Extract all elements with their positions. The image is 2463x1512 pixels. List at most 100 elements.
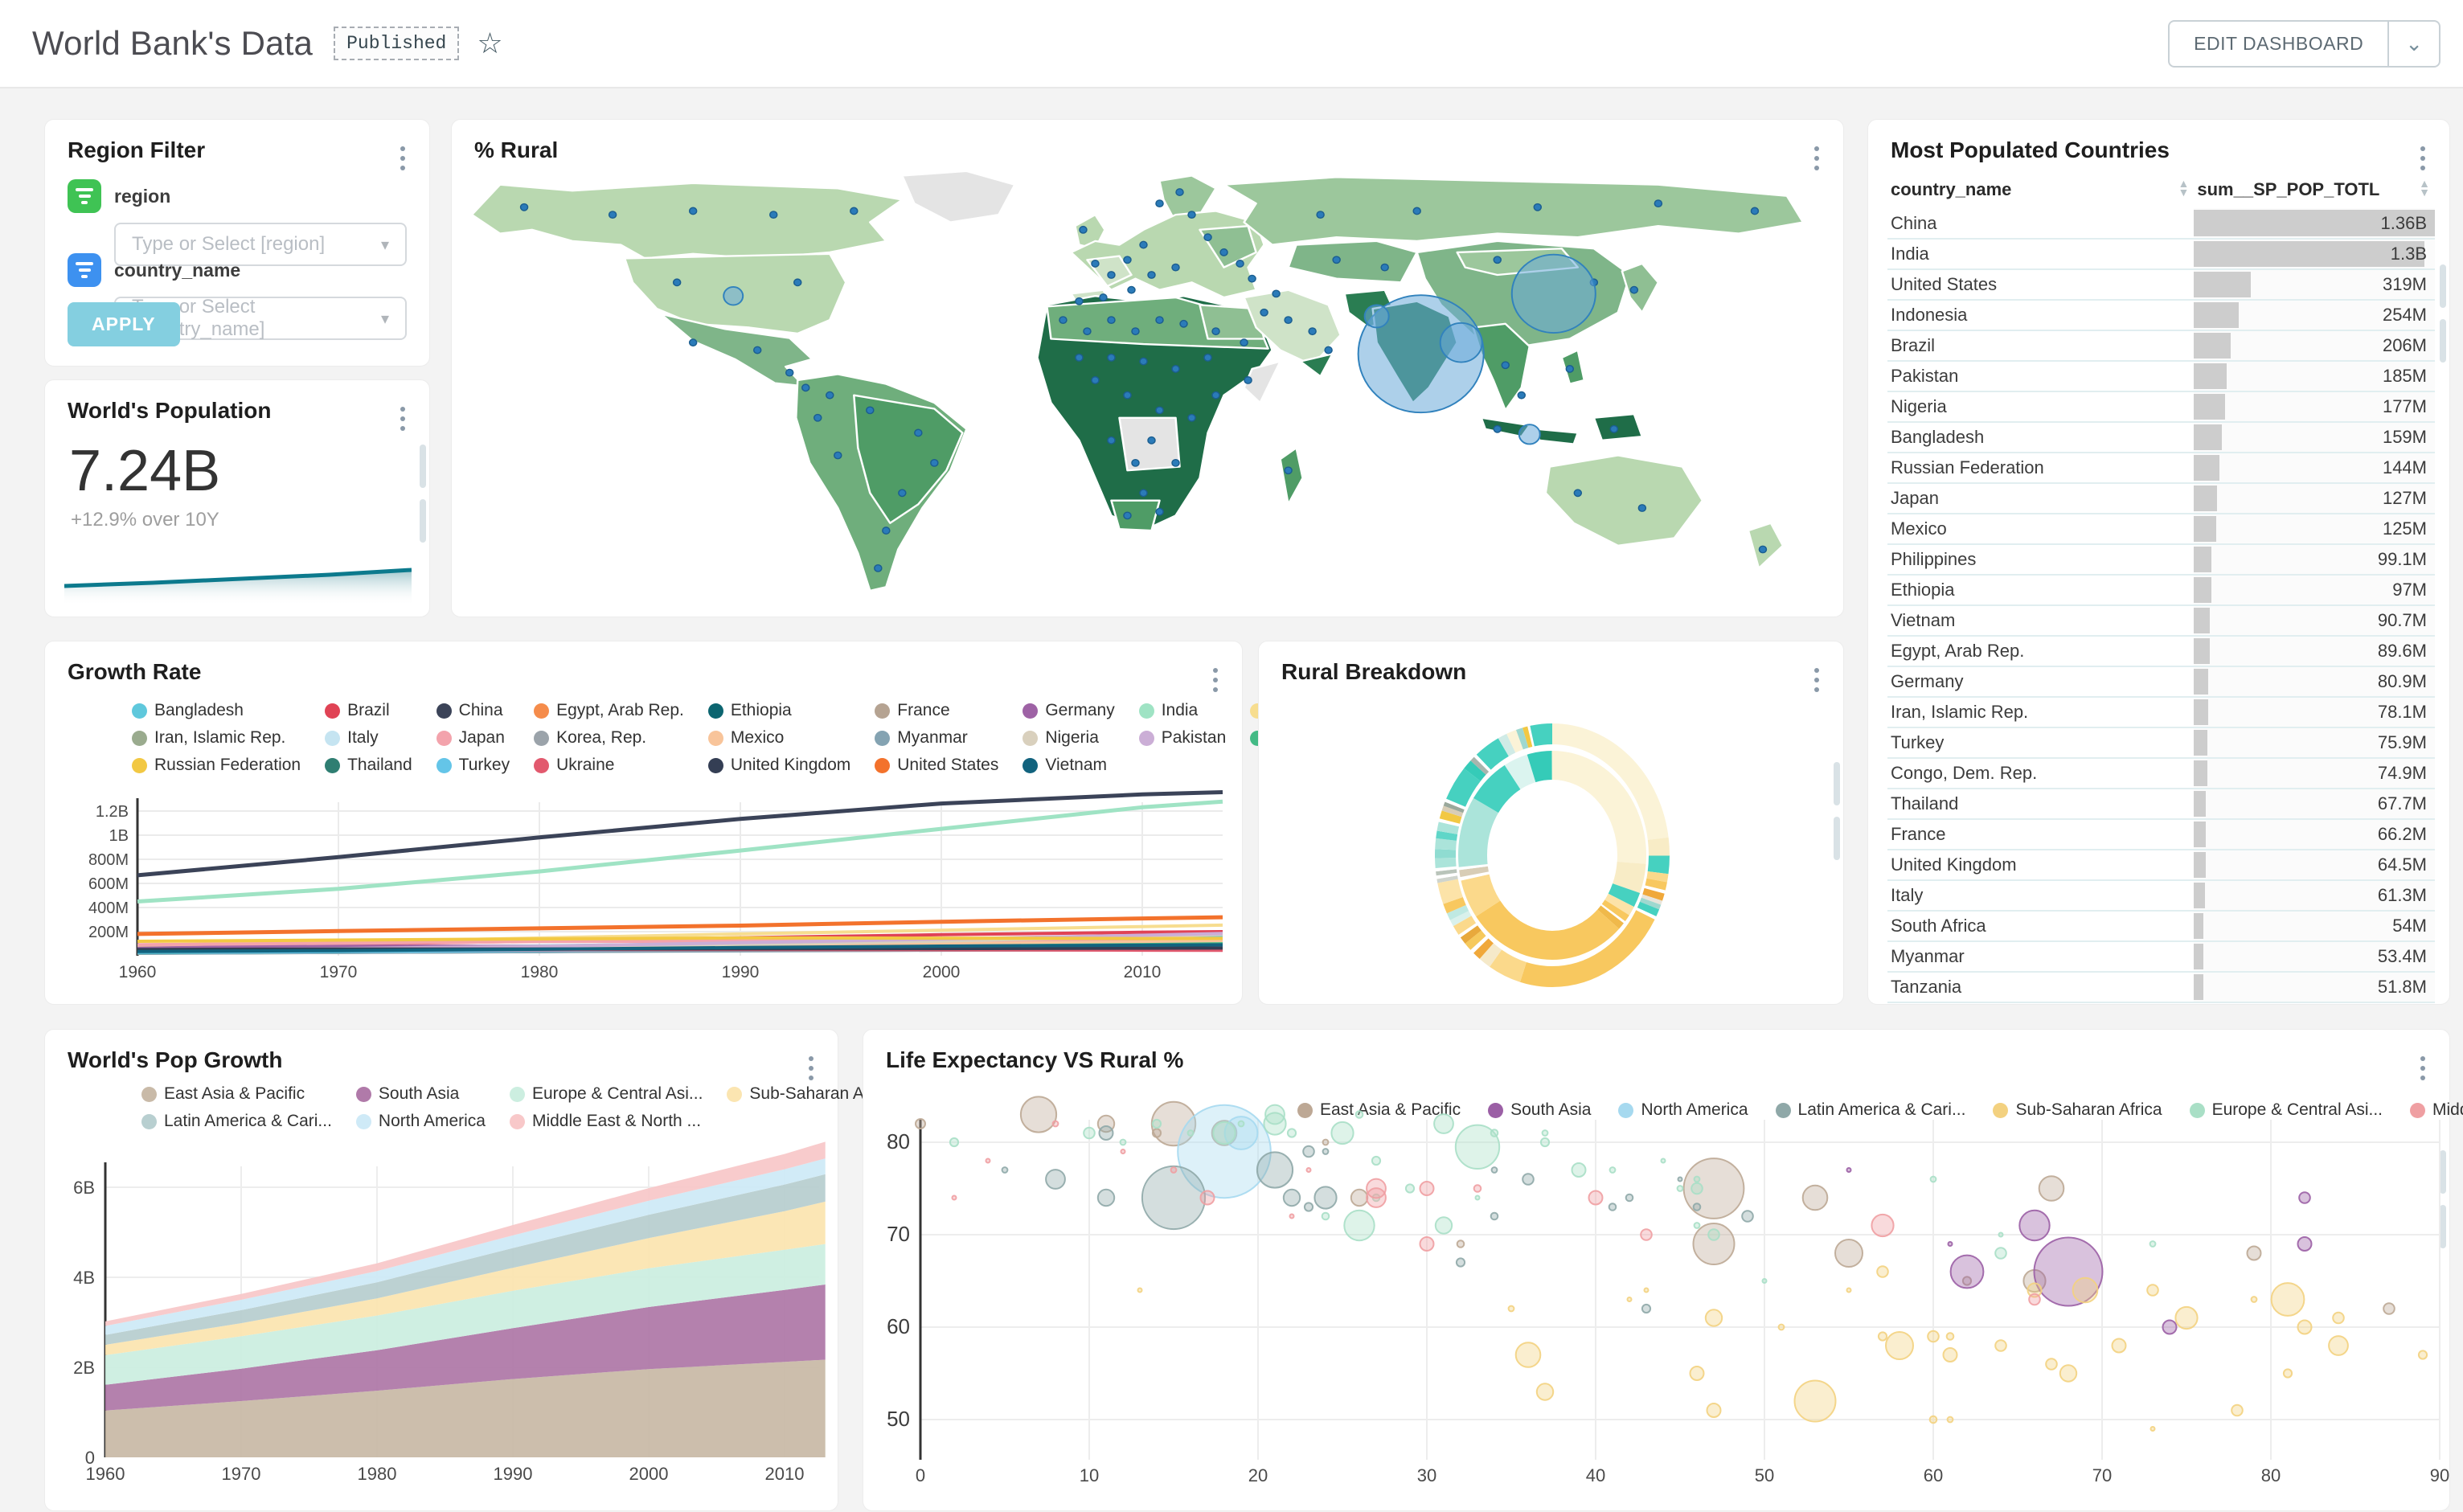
column-header-population[interactable]: sum__SP_POP_TOTL ▲ ▼ <box>2197 177 2430 199</box>
legend-item[interactable]: Myanmar <box>875 728 998 748</box>
value-cell: 53.4M <box>2194 941 2435 973</box>
legend-item[interactable]: Middle East & North ... <box>509 1112 703 1131</box>
legend-item[interactable]: Latin America & Cari... <box>141 1112 332 1131</box>
legend-item[interactable]: Korea, Rep. <box>534 728 684 748</box>
table-row[interactable]: Ethiopia 97M <box>1887 575 2435 606</box>
growth-rate-chart[interactable]: 1960 1970 1980 1990 2000 2010 200M 400M 600M 800M… <box>45 641 1244 1006</box>
table-row[interactable]: Thailand 67.7M <box>1887 789 2435 820</box>
legend-item[interactable]: Iran, Islamic Rep. <box>132 728 301 748</box>
table-row[interactable]: Japan 127M <box>1887 483 2435 514</box>
table-row[interactable]: Tanzania 51.8M <box>1887 972 2435 1003</box>
table-row[interactable]: Pakistan 185M <box>1887 361 2435 392</box>
kebab-menu-icon[interactable] <box>1805 136 1829 181</box>
table-row[interactable]: India 1.3B <box>1887 239 2435 270</box>
life-expectancy-chart[interactable]: 0 10 20 30 40 50 60 70 80 90 80 70 60 50 <box>863 1030 2451 1512</box>
dashboard-menu-chevron-icon[interactable]: ⌄ <box>2389 19 2440 68</box>
legend-item[interactable]: North America <box>355 1112 486 1131</box>
map-mexico <box>659 313 813 387</box>
legend-item[interactable]: United States <box>875 756 998 775</box>
table-row[interactable]: China 1.36B <box>1887 208 2435 240</box>
legend-dot-icon <box>325 703 341 719</box>
resize-handles[interactable] <box>2440 264 2446 363</box>
legend-item[interactable]: India <box>1138 701 1227 720</box>
table-row[interactable]: Congo, Dem. Rep. 74.9M <box>1887 758 2435 789</box>
kebab-menu-icon[interactable] <box>1805 658 1829 703</box>
legend-item[interactable]: Russian Federation <box>132 756 301 775</box>
table-row[interactable]: Nigeria 177M <box>1887 391 2435 423</box>
table-row[interactable]: Iran, Islamic Rep. 78.1M <box>1887 697 2435 728</box>
pop-growth-panel: World's Pop Growth East Asia & Pacific So… <box>44 1029 896 1512</box>
table-row[interactable]: Italy 61.3M <box>1887 880 2435 912</box>
legend-item[interactable]: Middle East & North ... <box>2410 1100 2463 1120</box>
kebab-menu-icon[interactable] <box>391 136 415 181</box>
value-cell: 185M <box>2194 361 2435 392</box>
apply-button[interactable]: APPLY <box>68 302 180 346</box>
legend-item[interactable]: Turkey <box>436 756 510 775</box>
legend-item[interactable]: Mexico <box>707 728 850 748</box>
legend-item[interactable]: United Kingdom <box>707 756 850 775</box>
table-row[interactable]: Russian Federation 144M <box>1887 453 2435 484</box>
svg-text:70: 70 <box>2092 1465 2112 1485</box>
legend-item[interactable]: Latin America & Cari... <box>1775 1100 1965 1120</box>
table-row[interactable]: Philippines 99.1M <box>1887 544 2435 576</box>
panel-title: % Rural <box>474 137 559 162</box>
legend-item[interactable]: China <box>436 701 510 720</box>
legend-item[interactable]: South Asia <box>355 1084 486 1104</box>
table-row[interactable]: Germany 80.9M <box>1887 666 2435 698</box>
legend-item[interactable]: Egypt, Arab Rep. <box>534 701 684 720</box>
region-select[interactable]: Type or Select [region] ▾ <box>114 223 407 266</box>
legend-item[interactable]: Germany <box>1022 701 1115 720</box>
table-row[interactable]: Indonesia 254M <box>1887 300 2435 331</box>
favorite-star-icon[interactable]: ☆ <box>477 27 503 59</box>
table-row[interactable]: United Kingdom 64.5M <box>1887 850 2435 881</box>
kebab-menu-icon[interactable] <box>391 396 415 441</box>
panel-title: Region Filter <box>68 137 206 162</box>
table-row[interactable]: Egypt, Arab Rep. 89.6M <box>1887 636 2435 667</box>
legend-item[interactable]: Ethiopia <box>707 701 850 720</box>
kebab-menu-icon[interactable] <box>1203 658 1227 703</box>
legend-item[interactable]: Brazil <box>325 701 412 720</box>
resize-handles[interactable] <box>1834 762 1840 860</box>
legend-item[interactable]: Sub-Saharan Africa <box>1993 1100 2162 1120</box>
legend-item[interactable]: Pakistan <box>1138 728 1226 748</box>
table-row[interactable]: France 66.2M <box>1887 819 2435 850</box>
legend-dot-icon <box>436 757 452 773</box>
table-row[interactable]: Turkey 75.9M <box>1887 727 2435 759</box>
table-row[interactable]: South Africa 54M <box>1887 911 2435 942</box>
legend-item[interactable]: North America <box>1618 1100 1748 1120</box>
population-sparkline-chart[interactable] <box>64 539 412 605</box>
legend-item[interactable]: Nigeria <box>1022 728 1114 748</box>
table-row[interactable]: Bangladesh 159M <box>1887 422 2435 453</box>
kebab-menu-icon[interactable] <box>799 1046 823 1091</box>
column-header-country[interactable]: country_name ▲ ▼ <box>1891 177 2190 199</box>
resize-handles[interactable] <box>2440 1150 2446 1248</box>
legend-item[interactable]: Vietnam <box>1022 756 1114 775</box>
legend-item[interactable]: Japan <box>436 728 510 748</box>
legend-item[interactable]: Bangladesh <box>132 701 301 720</box>
status-badge[interactable]: Published <box>334 27 460 60</box>
svg-text:1B: 1B <box>109 827 129 845</box>
legend-item[interactable]: Italy <box>325 728 412 748</box>
table-row[interactable]: Brazil 206M <box>1887 330 2435 362</box>
world-choropleth-map[interactable] <box>452 170 1843 613</box>
table-row[interactable]: Vietnam 90.7M <box>1887 605 2435 637</box>
table-row[interactable]: Myanmar 53.4M <box>1887 941 2435 973</box>
legend-item[interactable]: East Asia & Pacific <box>141 1084 332 1104</box>
legend-item[interactable]: France <box>875 701 998 720</box>
kebab-menu-icon[interactable] <box>2411 136 2435 181</box>
kebab-menu-icon[interactable] <box>2411 1046 2435 1091</box>
edit-dashboard-button[interactable]: EDIT DASHBOARD <box>2168 19 2390 68</box>
table-row[interactable]: United States 319M <box>1887 269 2435 301</box>
legend-item[interactable]: Europe & Central Asi... <box>509 1084 703 1104</box>
legend-item[interactable]: Thailand <box>325 756 412 775</box>
table-row[interactable]: Mexico 125M <box>1887 514 2435 545</box>
legend-item[interactable]: South Asia <box>1488 1100 1591 1120</box>
map-greenland <box>901 170 1016 223</box>
legend-item[interactable]: Ukraine <box>534 756 684 775</box>
rural-breakdown-donut-chart[interactable] <box>1259 641 1845 1006</box>
value-cell: 319M <box>2194 269 2435 301</box>
legend-item[interactable]: Sub-Saharan Africa <box>727 1084 896 1104</box>
resize-handles[interactable] <box>420 445 426 543</box>
legend-item[interactable]: Europe & Central Asi... <box>2189 1100 2383 1120</box>
